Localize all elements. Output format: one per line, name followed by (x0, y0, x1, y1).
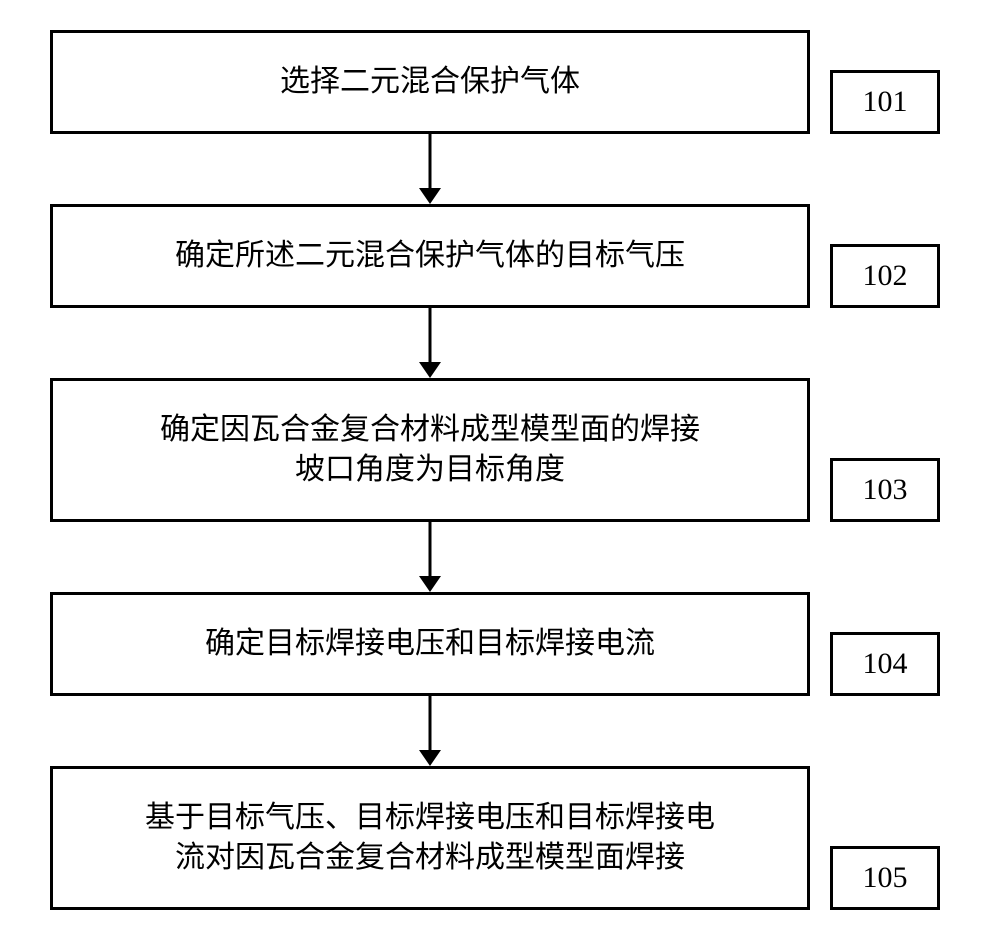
flow-node-label-104: 104 (830, 632, 940, 696)
flow-node-text: 选择二元混合保护气体 (69, 62, 791, 103)
flow-node-label-102: 102 (830, 244, 940, 308)
flow-node-label-101: 101 (830, 70, 940, 134)
flow-node-103: 确定因瓦合金复合材料成型模型面的焊接坡口角度为目标角度 (50, 378, 810, 522)
flow-node-101: 选择二元混合保护气体 (50, 30, 810, 134)
flow-node-104: 确定目标焊接电压和目标焊接电流 (50, 592, 810, 696)
arrow-104-to-105 (50, 696, 810, 766)
flow-node-label-103: 103 (830, 458, 940, 522)
arrow-101-to-102 (50, 134, 810, 204)
flow-node-label-105: 105 (830, 846, 940, 910)
label-text: 101 (863, 85, 908, 119)
flow-node-text: 基于目标气压、目标焊接电压和目标焊接电流对因瓦合金复合材料成型模型面焊接 (69, 798, 791, 879)
flow-node-text: 确定因瓦合金复合材料成型模型面的焊接坡口角度为目标角度 (69, 410, 791, 491)
arrow-103-to-104 (50, 522, 810, 592)
flow-node-text: 确定目标焊接电压和目标焊接电流 (69, 624, 791, 665)
label-text: 104 (863, 647, 908, 681)
flow-node-102: 确定所述二元混合保护气体的目标气压 (50, 204, 810, 308)
label-text: 103 (863, 473, 908, 507)
flow-node-text: 确定所述二元混合保护气体的目标气压 (69, 236, 791, 277)
flowchart-container: 选择二元混合保护气体 101 确定所述二元混合保护气体的目标气压 102 确定因瓦合金复… (50, 30, 950, 910)
label-text: 102 (863, 259, 908, 293)
arrow-102-to-103 (50, 308, 810, 378)
flow-node-105: 基于目标气压、目标焊接电压和目标焊接电流对因瓦合金复合材料成型模型面焊接 (50, 766, 810, 910)
label-text: 105 (863, 861, 908, 895)
